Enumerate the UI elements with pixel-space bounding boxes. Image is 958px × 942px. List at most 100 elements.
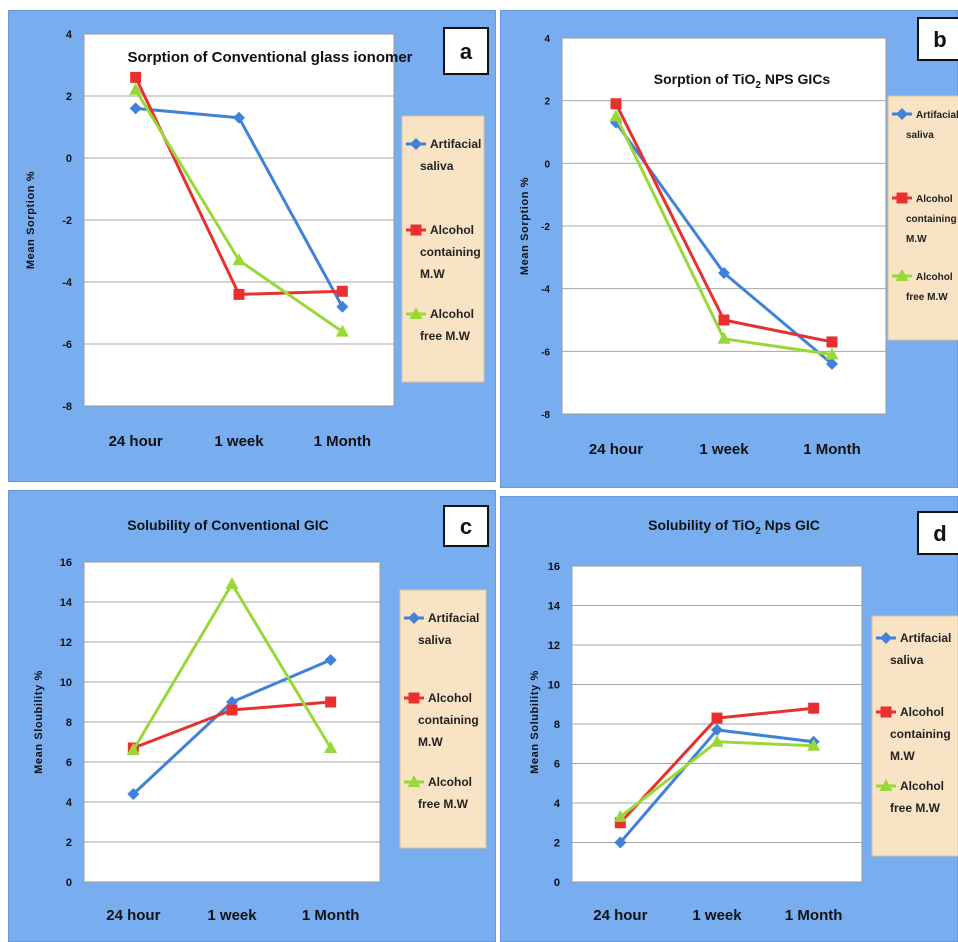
y-tick-label: 0 xyxy=(66,153,72,165)
data-point-marker xyxy=(336,300,349,313)
data-point-marker xyxy=(613,809,627,822)
data-point-marker xyxy=(609,109,623,122)
y-tick-label: 0 xyxy=(554,877,560,889)
y-tick-label: 16 xyxy=(60,557,72,569)
y-tick-label: 12 xyxy=(548,640,560,652)
legend-swatch-marker xyxy=(879,779,893,791)
chart-title: Solubility of Conventional GIC xyxy=(127,517,328,533)
data-point-marker xyxy=(336,285,348,297)
chart-svg: 16 14 12 10 8 6 4 2 0 24 hour 1 week 1 Month Mean So… xyxy=(500,496,958,942)
chart-svg: 4 2 0 -2 -4 -6 -8 24 hour 1 week 1 Month Mean Sorp… xyxy=(8,10,496,482)
data-point-marker xyxy=(614,836,627,849)
data-point-marker xyxy=(717,331,731,344)
panel-letter: a xyxy=(460,39,473,64)
chart-title: Solubility of TiO2 Nps GIC xyxy=(648,517,820,537)
y-tick-label: 4 xyxy=(554,798,561,810)
legend-swatch-marker xyxy=(408,692,420,704)
data-point-marker xyxy=(129,102,142,115)
data-point-marker xyxy=(718,314,730,326)
legend-label: Alcohol containing M.W xyxy=(890,705,951,763)
y-tick-label: 14 xyxy=(548,601,561,613)
data-point-marker xyxy=(324,741,338,753)
y-tick-label: -4 xyxy=(541,285,550,296)
x-tick-label: 1 week xyxy=(214,433,264,450)
legend-box xyxy=(887,95,958,341)
legend-label: Alcohol free M.W xyxy=(418,775,472,811)
data-point-marker xyxy=(225,577,239,589)
legend-label: Artifacial saliva xyxy=(418,611,479,647)
y-tick-label: 6 xyxy=(66,757,72,769)
x-tick-label: 1 Month xyxy=(785,907,843,924)
y-tick-label: 4 xyxy=(544,34,550,45)
y-tick-label: 8 xyxy=(554,719,560,731)
data-point-marker xyxy=(233,288,245,300)
chart-title: Sorption of TiO2 NPS GICs xyxy=(654,71,831,91)
data-point-marker xyxy=(826,357,838,370)
y-tick-label: -2 xyxy=(541,222,550,233)
legend-swatch-marker xyxy=(410,138,422,150)
y-tick-label: 8 xyxy=(66,717,72,729)
legend-swatch-marker xyxy=(896,108,908,120)
y-axis-label: Mean Sorption % xyxy=(519,177,531,275)
y-tick-label: 2 xyxy=(544,97,550,108)
panel-d-solubility-tio2: 16 14 12 10 8 6 4 2 0 24 hour 1 week 1 Month Mean So… xyxy=(500,496,958,942)
panel-letter-box xyxy=(917,17,958,61)
data-point-marker xyxy=(126,743,140,755)
legend-label: Artifacial saliva xyxy=(890,631,951,667)
x-tick-label: 1 Month xyxy=(803,441,861,458)
legend-label: Alcohol free M.W xyxy=(906,272,953,303)
x-tick-label: 24 hour xyxy=(109,433,163,450)
legend-swatch-marker xyxy=(895,269,909,281)
legend-label: Artifacial saliva xyxy=(906,110,958,141)
y-tick-label: 12 xyxy=(60,637,72,649)
panel-letter-box xyxy=(443,505,489,547)
y-tick-label: -2 xyxy=(62,215,72,227)
data-point-marker xyxy=(808,702,820,714)
x-tick-label: 1 Month xyxy=(314,433,372,450)
y-tick-label: -8 xyxy=(62,401,72,413)
legend-label: Alcohol free M.W xyxy=(890,779,944,815)
data-point-marker xyxy=(129,82,143,95)
y-tick-label: 2 xyxy=(554,838,560,850)
legend-box xyxy=(401,115,485,383)
panel-letter-box xyxy=(917,511,958,555)
panel-b-sorption-tio2: 4 2 0 -2 -4 -6 -8 24 hour 1 week 1 Month Mean Sorp… xyxy=(500,10,958,488)
panel-letter: d xyxy=(933,521,946,546)
y-tick-label: -6 xyxy=(62,339,72,351)
y-axis-label: Mean Solubility % xyxy=(529,670,541,774)
chart-title: Sorption of Conventional glass ionomer xyxy=(127,49,412,66)
data-point-marker xyxy=(711,723,723,736)
y-tick-label: 2 xyxy=(66,91,72,103)
panel-letter-box xyxy=(443,27,489,75)
legend-label: Alcohol containing M.W xyxy=(420,223,481,281)
legend-label: Alcohol free M.W xyxy=(420,307,474,343)
x-tick-label: 1 week xyxy=(692,907,742,924)
data-point-marker xyxy=(614,817,626,829)
panel-letter: b xyxy=(933,27,946,52)
y-tick-label: 6 xyxy=(554,759,560,771)
legend-swatch-marker xyxy=(896,192,908,204)
x-tick-label: 24 hour xyxy=(106,907,160,924)
legend-label: Artifacial saliva xyxy=(420,137,481,173)
y-tick-label: 10 xyxy=(548,680,560,692)
data-point-marker xyxy=(825,347,839,360)
y-tick-label: 4 xyxy=(66,797,73,809)
legend-swatch-marker xyxy=(408,612,420,624)
legend-swatch-marker xyxy=(407,775,421,787)
y-tick-label: 10 xyxy=(60,677,72,689)
x-tick-label: 1 week xyxy=(207,907,257,924)
y-axis-label: Mean Sorption % xyxy=(25,171,37,269)
panel-c-solubility-conventional: 16 14 12 10 8 6 4 2 0 24 hour 1 week 1 Month Mean Sl… xyxy=(8,490,496,942)
data-point-marker xyxy=(226,704,238,716)
data-point-marker xyxy=(710,734,724,747)
y-tick-label: 0 xyxy=(66,877,72,889)
y-tick-label: -6 xyxy=(541,347,550,358)
data-point-marker xyxy=(325,696,337,708)
y-tick-label: 0 xyxy=(544,159,550,170)
y-axis-label: Mean Sloubility % xyxy=(33,670,45,774)
legend-label: Alcohol containing M.W xyxy=(418,691,479,749)
chart-svg: 4 2 0 -2 -4 -6 -8 24 hour 1 week 1 Month Mean Sorp… xyxy=(500,10,958,488)
panel-a-sorption-conventional: 4 2 0 -2 -4 -6 -8 24 hour 1 week 1 Month Mean Sorp… xyxy=(8,10,496,482)
legend-box xyxy=(871,615,958,857)
x-tick-label: 24 hour xyxy=(589,441,643,458)
